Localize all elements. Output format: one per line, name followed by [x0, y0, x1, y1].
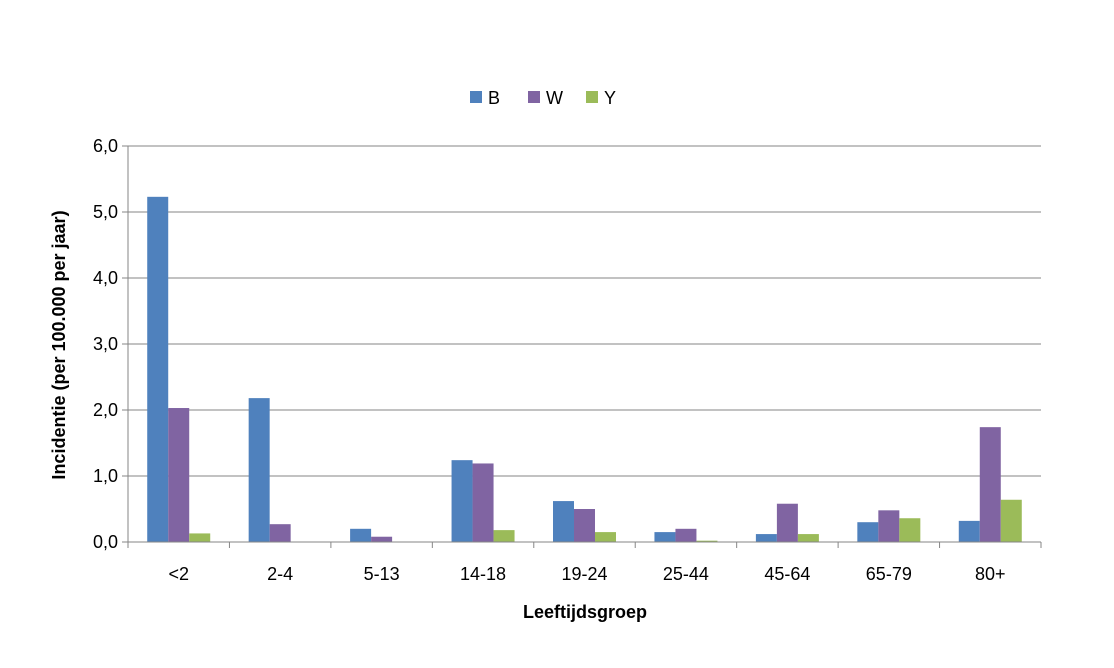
bar-W-<2	[168, 408, 190, 542]
y-tick-label: 2,0	[93, 400, 118, 420]
y-tick-label: 0,0	[93, 532, 118, 552]
x-tick-label: 2-4	[267, 564, 293, 584]
bar-Y-19-24	[595, 532, 616, 542]
x-tick-label: 25-44	[663, 564, 709, 584]
y-tick-label: 4,0	[93, 268, 118, 288]
bar-W-80+	[979, 427, 1001, 542]
y-axis-title: Incidentie (per 100.000 per jaar)	[49, 210, 69, 479]
bar-Y-14-18	[493, 530, 515, 542]
y-tick-label: 3,0	[93, 334, 118, 354]
bar-B-2-4	[248, 398, 270, 542]
x-axis-title: Leeftijdsgroep	[523, 602, 647, 622]
bar-B-25-44	[654, 532, 676, 542]
bar-W-65-79	[878, 510, 900, 542]
y-tick-label: 6,0	[93, 136, 118, 156]
bar-B-45-64	[755, 534, 777, 542]
bar-Y-65-79	[899, 518, 921, 542]
x-tick-labels: <2 2-4 5-13 14-18 19-24 25-44 45-64 65-79 80+	[127, 542, 1042, 584]
legend-label: Y	[604, 88, 616, 108]
bar-Y-80+	[1000, 499, 1022, 542]
legend-label: B	[488, 88, 500, 108]
bar-W-45-64	[776, 503, 798, 542]
axes	[127, 146, 1041, 543]
gridlines	[122, 145, 1041, 543]
bars	[147, 196, 1022, 542]
x-tick-label: 45-64	[764, 564, 810, 584]
bar-B-5-13	[350, 528, 372, 542]
bar-W-25-44	[675, 528, 697, 542]
x-tick-label: 65-79	[866, 564, 912, 584]
y-tick-label: 1,0	[93, 466, 118, 486]
x-tick-label: 14-18	[460, 564, 506, 584]
legend-swatch	[470, 91, 482, 103]
y-tick-labels: 0,0 1,0 2,0 3,0 4,0 5,0 6,0	[93, 136, 118, 552]
x-tick-label: <2	[168, 564, 189, 584]
x-tick-label: 80+	[975, 564, 1006, 584]
x-tick-label: 19-24	[561, 564, 607, 584]
bar-B-<2	[147, 196, 169, 542]
bar-Y-25-44	[696, 540, 718, 542]
legend-label: W	[546, 88, 563, 108]
bar-B-80+	[958, 520, 980, 542]
legend-swatch	[586, 91, 598, 103]
y-tick-label: 5,0	[93, 202, 118, 222]
legend-swatch	[528, 91, 540, 103]
bar-B-19-24	[553, 501, 574, 542]
bar-W-19-24	[574, 509, 595, 542]
bar-B-14-18	[451, 460, 473, 542]
bar-W-14-18	[472, 463, 494, 542]
bar-B-65-79	[857, 522, 879, 542]
x-tick-label: 5-13	[364, 564, 400, 584]
bar-Y-<2	[189, 533, 211, 542]
bar-W-5-13	[371, 536, 393, 542]
bar-W-2-4	[269, 524, 291, 542]
bar-Y-45-64	[797, 534, 819, 542]
